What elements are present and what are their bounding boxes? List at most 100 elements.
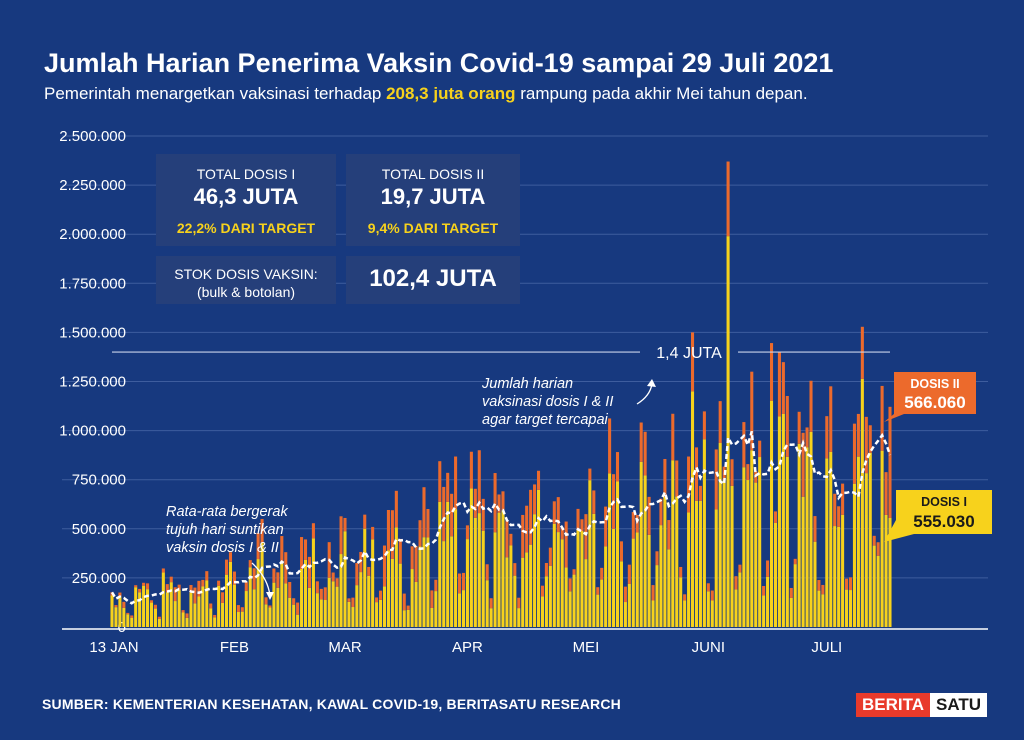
bar-dose1 — [367, 575, 371, 627]
bar-dose1 — [501, 510, 505, 627]
bar-dose1 — [576, 529, 580, 627]
page-subtitle: Pemerintah menargetkan vaksinasi terhada… — [44, 84, 808, 104]
bar-dose2 — [256, 533, 260, 560]
x-tick-label: FEB — [220, 639, 249, 656]
bar-dose1 — [884, 514, 888, 627]
y-tick-label: 1.500.000 — [59, 324, 126, 341]
bar-dose2 — [694, 447, 699, 501]
ma-note-line: tujuh hari suntikan — [166, 522, 284, 538]
bar-dose1 — [540, 596, 544, 627]
bar-dose2 — [375, 597, 379, 603]
bar-dose2 — [548, 547, 552, 566]
bar-dose2 — [600, 567, 604, 580]
bar-dose2 — [766, 560, 770, 577]
bar-dose2 — [296, 602, 300, 615]
bar-dose2 — [130, 615, 134, 618]
bar-dose2 — [221, 592, 225, 603]
bar-dose2 — [726, 161, 730, 237]
bar-dose1 — [560, 539, 564, 627]
bar-dose2 — [734, 576, 738, 590]
bar-dose1 — [600, 579, 604, 627]
bar-dose2 — [347, 598, 351, 602]
chart-grid — [62, 135, 988, 630]
bar-dose2 — [351, 597, 355, 608]
bar-dose1 — [817, 590, 821, 627]
bar-dose2 — [604, 506, 608, 547]
bar-dose1 — [161, 572, 165, 627]
x-tick-label: APR — [452, 639, 483, 656]
bar-dose1 — [473, 517, 477, 627]
bar-dose2 — [217, 580, 221, 586]
bar-dose1 — [848, 590, 853, 627]
bar-dose2 — [608, 418, 612, 474]
bar-dose2 — [264, 597, 268, 605]
bar-dose1 — [414, 581, 418, 627]
target-note-arrow — [636, 383, 653, 405]
bar-dose2 — [434, 579, 438, 592]
bar-dose1 — [343, 531, 347, 627]
bar-dose2 — [576, 508, 580, 530]
bar-dose1 — [446, 501, 450, 627]
bar-dose2 — [868, 425, 872, 453]
page-title: Jumlah Harian Penerima Vaksin Covid-19 s… — [44, 48, 834, 78]
source-text: SUMBER: KEMENTERIAN KESEHATAN, KAWAL COV… — [42, 696, 621, 712]
bar-dose1 — [379, 599, 383, 627]
dose1-callout-label: DOSIS I — [921, 495, 967, 509]
bar-dose2 — [138, 588, 142, 593]
y-tick-label: 1.000.000 — [59, 423, 126, 440]
x-tick-label: JULI — [811, 639, 842, 656]
bar-dose2 — [817, 580, 821, 591]
bar-dose1 — [244, 591, 248, 627]
bar-dose2 — [177, 584, 181, 590]
bar-dose1 — [118, 596, 122, 627]
bar-dose2 — [469, 451, 473, 489]
bar-dose1 — [525, 552, 529, 627]
bar-dose1 — [173, 601, 177, 627]
stock-label: STOK DOSIS VAKSIN: (bulk & botolan) — [156, 256, 336, 301]
target-note-line: Jumlah harian — [481, 376, 573, 392]
bar-dose2 — [173, 587, 177, 602]
bar-dose2 — [615, 452, 620, 482]
bar-dose2 — [477, 450, 481, 514]
bar-dose1 — [481, 530, 485, 627]
bar-dose1 — [805, 447, 809, 627]
bar-dose1 — [623, 602, 627, 627]
y-tick-label: 2.500.000 — [59, 128, 126, 145]
bar-dose1 — [292, 604, 296, 627]
bar-dose2 — [525, 505, 529, 553]
bar-dose1 — [730, 485, 734, 627]
bar-dose2 — [284, 552, 288, 584]
bar-dose2 — [651, 585, 655, 601]
bar-dose2 — [785, 395, 789, 457]
y-tick-label: 0 — [118, 619, 126, 636]
bar-dose1 — [580, 531, 584, 627]
bar-dose1 — [750, 450, 754, 627]
bar-dose1 — [347, 601, 351, 627]
bar-dose2 — [367, 566, 371, 576]
bar-dose1 — [659, 525, 663, 627]
bar-dose2 — [884, 472, 888, 515]
stock-value-box: 102,4 JUTA — [346, 256, 520, 304]
dose2-total-label: TOTAL DOSIS II — [381, 166, 485, 182]
bar-dose2 — [232, 571, 236, 585]
bar-dose1 — [157, 618, 161, 627]
bar-dose2 — [679, 566, 683, 578]
bar-dose2 — [623, 586, 627, 603]
bar-dose2 — [134, 585, 138, 588]
bar-dose2 — [797, 411, 801, 444]
stock-value: 102,4 JUTA — [369, 265, 497, 292]
dose1-target-pct: 22,2% DARI TARGET — [176, 220, 316, 236]
logo-part-b: SATU — [930, 693, 988, 717]
bar-dose1 — [189, 592, 193, 627]
bar-dose2 — [473, 488, 477, 518]
bar-dose2 — [118, 592, 122, 597]
bar-dose2 — [631, 512, 635, 539]
bar-dose1 — [398, 563, 402, 627]
bar-dose1 — [821, 594, 825, 627]
bar-dose2 — [426, 509, 430, 538]
bar-dose2 — [481, 498, 485, 531]
bar-dose2 — [292, 598, 296, 605]
bar-dose2 — [142, 582, 146, 586]
bar-dose2 — [521, 514, 525, 558]
bar-dose2 — [698, 485, 702, 501]
